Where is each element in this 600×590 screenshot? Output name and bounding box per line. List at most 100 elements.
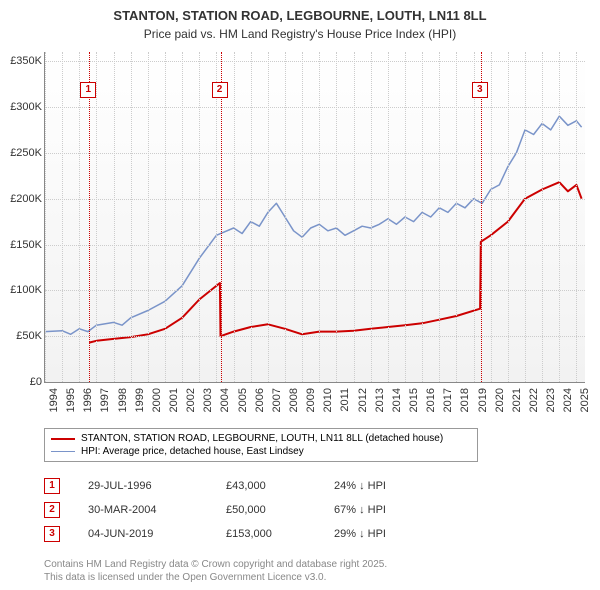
y-axis-label: £0 xyxy=(2,376,42,388)
sale-marker-box: 3 xyxy=(472,82,488,98)
gridline xyxy=(45,336,585,337)
sale-price: £43,000 xyxy=(226,480,306,492)
gridline xyxy=(234,52,235,382)
x-axis-label: 2025 xyxy=(579,388,591,412)
gridline xyxy=(165,52,166,382)
gridline xyxy=(302,52,303,382)
gridline xyxy=(508,52,509,382)
gridline xyxy=(525,52,526,382)
x-axis-label: 2012 xyxy=(357,388,369,412)
sale-marker-box: 1 xyxy=(80,82,96,98)
sale-number-box: 3 xyxy=(44,526,60,542)
gridline xyxy=(388,52,389,382)
x-axis-label: 2015 xyxy=(408,388,420,412)
legend-row: HPI: Average price, detached house, East… xyxy=(51,445,471,458)
sales-table: 1 29-JUL-1996 £43,000 24% ↓ HPI 2 30-MAR-2004… xyxy=(44,474,434,546)
chart-title-line1: STANTON, STATION ROAD, LEGBOURNE, LOUTH,… xyxy=(0,0,600,25)
x-axis-label: 2023 xyxy=(545,388,557,412)
y-axis-label: £300K xyxy=(2,101,42,113)
x-axis-label: 2007 xyxy=(271,388,283,412)
sale-number-box: 1 xyxy=(44,478,60,494)
gridline xyxy=(285,52,286,382)
x-axis-label: 2017 xyxy=(442,388,454,412)
gridline xyxy=(251,52,252,382)
y-axis-label: £250K xyxy=(2,147,42,159)
x-axis-label: 2001 xyxy=(168,388,180,412)
x-axis-label: 2000 xyxy=(151,388,163,412)
legend-label: HPI: Average price, detached house, East… xyxy=(81,446,304,457)
sale-marker-line xyxy=(481,52,482,382)
sale-delta: 24% ↓ HPI xyxy=(334,480,434,492)
gridline xyxy=(45,245,585,246)
gridline xyxy=(422,52,423,382)
x-axis-label: 2011 xyxy=(339,388,351,412)
chart-container: STANTON, STATION ROAD, LEGBOURNE, LOUTH,… xyxy=(0,0,600,590)
legend-swatch-hpi xyxy=(51,451,75,452)
x-axis-label: 1997 xyxy=(99,388,111,412)
series-hpi xyxy=(45,116,582,334)
sale-marker-line xyxy=(221,52,222,382)
sale-row: 2 30-MAR-2004 £50,000 67% ↓ HPI xyxy=(44,498,434,522)
x-axis-label: 2006 xyxy=(254,388,266,412)
x-axis-label: 2013 xyxy=(374,388,386,412)
gridline xyxy=(79,52,80,382)
sale-marker-line xyxy=(89,52,90,382)
y-axis-label: £350K xyxy=(2,55,42,67)
x-axis-label: 2018 xyxy=(459,388,471,412)
plot-area xyxy=(44,52,585,383)
x-axis-label: 2008 xyxy=(288,388,300,412)
gridline xyxy=(45,52,46,382)
gridline xyxy=(268,52,269,382)
gridline xyxy=(542,52,543,382)
sale-delta: 29% ↓ HPI xyxy=(334,528,434,540)
sale-price: £153,000 xyxy=(226,528,306,540)
legend-swatch-price xyxy=(51,438,75,440)
gridline xyxy=(559,52,560,382)
x-axis-label: 2003 xyxy=(202,388,214,412)
gridline xyxy=(439,52,440,382)
legend-row: STANTON, STATION ROAD, LEGBOURNE, LOUTH,… xyxy=(51,432,471,445)
gridline xyxy=(491,52,492,382)
gridline xyxy=(45,290,585,291)
gridline xyxy=(148,52,149,382)
gridline xyxy=(354,52,355,382)
x-axis-label: 2021 xyxy=(511,388,523,412)
x-axis-label: 2024 xyxy=(562,388,574,412)
gridline xyxy=(456,52,457,382)
gridline xyxy=(45,153,585,154)
sale-delta: 67% ↓ HPI xyxy=(334,504,434,516)
gridline xyxy=(371,52,372,382)
x-axis-label: 1994 xyxy=(48,388,60,412)
x-axis-label: 1996 xyxy=(82,388,94,412)
chart-title-line2: Price paid vs. HM Land Registry's House … xyxy=(0,27,600,41)
sale-date: 30-MAR-2004 xyxy=(88,504,198,516)
x-axis-label: 2022 xyxy=(528,388,540,412)
legend-label: STANTON, STATION ROAD, LEGBOURNE, LOUTH,… xyxy=(81,433,443,444)
footer-line: Contains HM Land Registry data © Crown c… xyxy=(44,558,387,571)
y-axis-label: £100K xyxy=(2,284,42,296)
y-axis-label: £150K xyxy=(2,239,42,251)
x-axis-label: 1995 xyxy=(65,388,77,412)
gridline xyxy=(62,52,63,382)
x-axis-label: 2002 xyxy=(185,388,197,412)
gridline xyxy=(131,52,132,382)
sale-price: £50,000 xyxy=(226,504,306,516)
sale-marker-box: 2 xyxy=(212,82,228,98)
x-axis-label: 2005 xyxy=(237,388,249,412)
sale-number-box: 2 xyxy=(44,502,60,518)
x-axis-label: 2020 xyxy=(494,388,506,412)
x-axis-label: 2010 xyxy=(322,388,334,412)
sale-row: 304-JUN-2019£153,00029% ↓ HPI xyxy=(44,522,434,546)
x-axis-label: 2019 xyxy=(477,388,489,412)
gridline xyxy=(96,52,97,382)
sale-row: 1 29-JUL-1996 £43,000 24% ↓ HPI xyxy=(44,474,434,498)
sale-date: 29-JUL-1996 xyxy=(88,480,198,492)
gridline xyxy=(576,52,577,382)
gridline xyxy=(45,61,585,62)
footer-attribution: Contains HM Land Registry data © Crown c… xyxy=(44,558,387,584)
gridline xyxy=(216,52,217,382)
gridline xyxy=(319,52,320,382)
gridline xyxy=(405,52,406,382)
gridline xyxy=(474,52,475,382)
y-axis-label: £50K xyxy=(2,330,42,342)
